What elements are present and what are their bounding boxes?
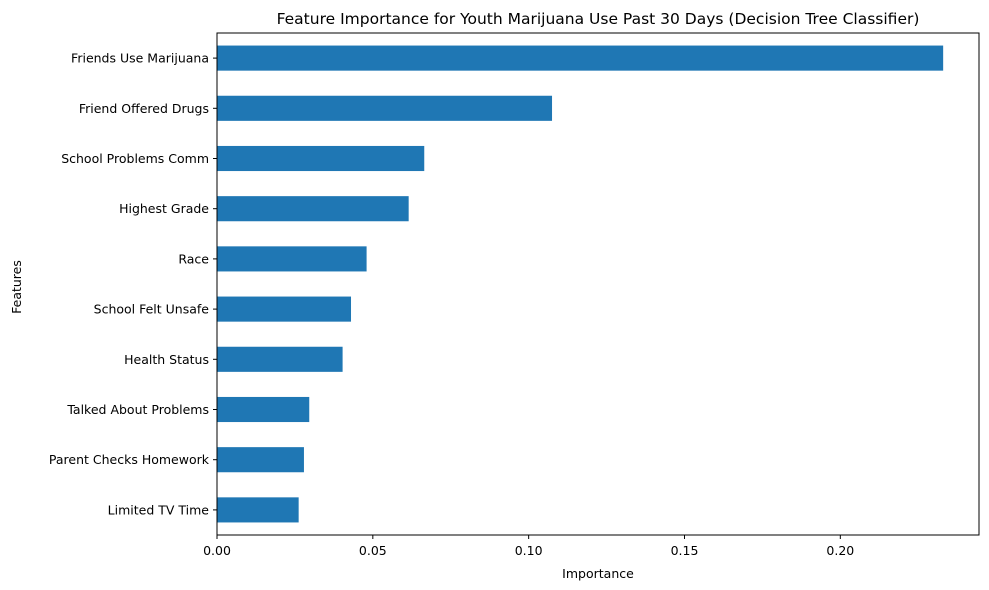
plot-frame: [216, 32, 980, 536]
y-tick-label: Limited TV Time: [108, 502, 210, 517]
x-axis-label: Importance: [562, 566, 634, 581]
y-tick-label: Talked About Problems: [66, 402, 209, 417]
bar-1: [217, 95, 553, 121]
bar-3: [217, 196, 409, 222]
bar-6: [217, 346, 343, 372]
x-tick-label: 0.00: [203, 543, 231, 558]
y-axis-label: Features: [9, 260, 24, 314]
x-tick-label: 0.05: [359, 543, 387, 558]
x-axis-ticks: 0.00 0.05 0.10 0.15 0.20: [203, 535, 854, 558]
bars-group: [217, 45, 944, 523]
y-tick-label: School Problems Comm: [61, 151, 209, 166]
y-tick-label: Parent Checks Homework: [49, 452, 210, 467]
bar-8: [217, 447, 304, 473]
y-tick-label: Friend Offered Drugs: [79, 101, 209, 116]
bar-7: [217, 396, 310, 423]
bar-5: [217, 296, 352, 322]
x-tick-label: 0.20: [826, 543, 854, 558]
y-axis-ticks: Friends Use Marijuana Friend Offered Drug…: [49, 51, 217, 517]
chart-title: Feature Importance for Youth Marijuana U…: [277, 10, 920, 28]
bar-2: [217, 145, 425, 172]
y-tick-label: Friends Use Marijuana: [71, 51, 209, 66]
y-tick-label: Race: [178, 251, 209, 266]
y-tick-label: School Felt Unsafe: [94, 302, 210, 317]
bar-9: [217, 497, 299, 523]
y-tick-label: Highest Grade: [119, 201, 209, 216]
x-tick-label: 0.10: [515, 543, 543, 558]
x-tick-label: 0.15: [671, 543, 699, 558]
bar-4: [217, 246, 367, 272]
y-tick-label: Health Status: [124, 352, 209, 367]
bar-0: [217, 45, 944, 71]
